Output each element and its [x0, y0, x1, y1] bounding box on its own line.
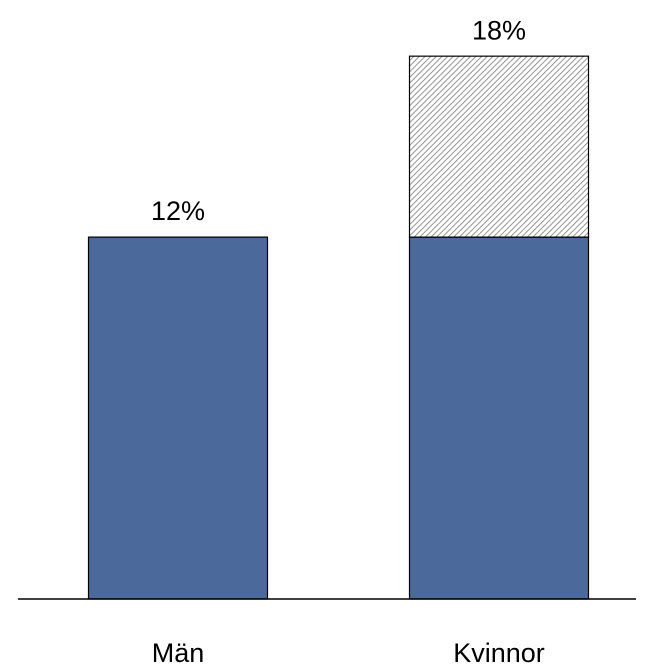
x-tick-label: Kvinnor	[453, 638, 545, 668]
total-label: 18%	[472, 15, 526, 45]
total-label: 12%	[151, 196, 205, 226]
x-tick-label: Män	[152, 638, 205, 668]
bar-segment	[408, 236, 590, 600]
bar-segment	[87, 236, 269, 600]
bar-segment	[408, 55, 590, 238]
